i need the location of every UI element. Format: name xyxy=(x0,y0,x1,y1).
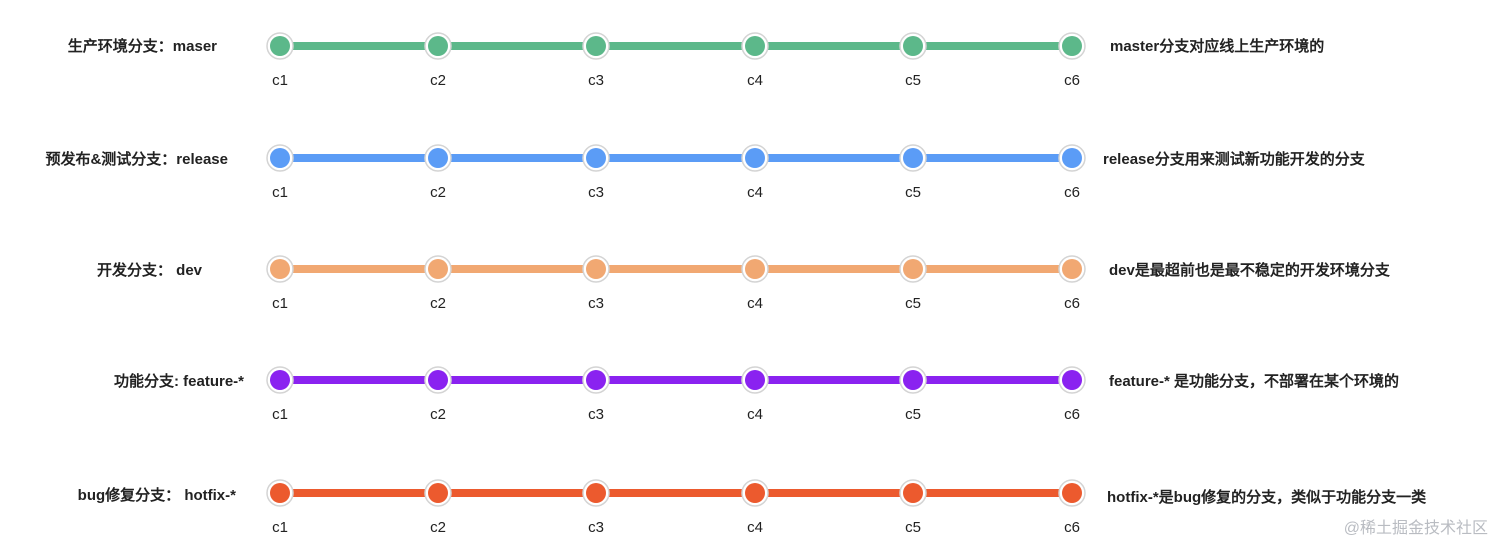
commit-label: c4 xyxy=(747,519,763,536)
commit-label: c2 xyxy=(430,406,446,423)
commit-label: c1 xyxy=(272,519,288,536)
commit-label: c6 xyxy=(1064,406,1080,423)
commit-label: c2 xyxy=(430,72,446,89)
commit-label: c4 xyxy=(747,72,763,89)
branch-desc-feature: feature-* 是功能分支，不部署在某个环境的 xyxy=(1109,373,1400,390)
commit-node xyxy=(903,36,923,56)
branch-desc-dev: dev是最超前也是最不稳定的开发环境分支 xyxy=(1109,262,1390,279)
commit-node xyxy=(1062,148,1082,168)
branch-label-hotfix: bug修复分支： hotfix-* xyxy=(77,487,236,504)
branch-desc-release: release分支用来测试新功能开发的分支 xyxy=(1103,151,1365,168)
commit-node xyxy=(270,259,290,279)
commit-node xyxy=(1062,483,1082,503)
commit-label: c4 xyxy=(747,406,763,423)
commit-node xyxy=(270,370,290,390)
commit-label: c4 xyxy=(747,295,763,312)
commit-label: c1 xyxy=(272,184,288,201)
commit-label: c3 xyxy=(588,72,604,89)
commit-node xyxy=(1062,370,1082,390)
commit-label: c3 xyxy=(588,295,604,312)
commit-node xyxy=(903,483,923,503)
branch-label-feature: 功能分支: feature-* xyxy=(113,373,244,390)
commit-label: c3 xyxy=(588,519,604,536)
commit-node xyxy=(586,483,606,503)
branch-desc-master: master分支对应线上生产环境的 xyxy=(1110,38,1325,55)
commit-node xyxy=(745,148,765,168)
commit-label: c2 xyxy=(430,295,446,312)
commit-node xyxy=(270,483,290,503)
commit-label: c3 xyxy=(588,406,604,423)
branch-lane-feature: c1 c2 c3 c4 c5 c6 xyxy=(266,366,1086,423)
branch-lane-master: c1 c2 c3 c4 c5 c6 xyxy=(266,32,1086,89)
commit-label: c6 xyxy=(1064,519,1080,536)
commit-node xyxy=(586,36,606,56)
commit-label: c5 xyxy=(905,406,921,423)
commit-node xyxy=(745,483,765,503)
commit-node xyxy=(586,259,606,279)
commit-label: c1 xyxy=(272,295,288,312)
commit-node xyxy=(1062,36,1082,56)
commit-label: c6 xyxy=(1064,72,1080,89)
commit-node xyxy=(745,259,765,279)
branch-lane-dev: c1 c2 c3 c4 c5 c6 xyxy=(266,255,1086,312)
branch-desc-hotfix: hotfix-*是bug修复的分支，类似于功能分支一类 xyxy=(1107,489,1427,506)
commit-node xyxy=(428,483,448,503)
commit-label: c2 xyxy=(430,184,446,201)
commit-node xyxy=(586,148,606,168)
watermark: @稀土掘金技术社区 xyxy=(1343,520,1488,537)
branch-label-master: 生产环境分支：maser xyxy=(67,38,217,55)
commit-node xyxy=(428,259,448,279)
commit-label: c5 xyxy=(905,519,921,536)
branch-lane-hotfix: c1 c2 c3 c4 c5 c6 xyxy=(266,479,1086,536)
commit-label: c3 xyxy=(588,184,604,201)
commit-label: c4 xyxy=(747,184,763,201)
commit-node xyxy=(745,370,765,390)
commit-node xyxy=(903,370,923,390)
commit-node xyxy=(270,36,290,56)
commit-label: c6 xyxy=(1064,184,1080,201)
commit-node xyxy=(428,36,448,56)
commit-node xyxy=(1062,259,1082,279)
commit-node xyxy=(428,148,448,168)
commit-label: c6 xyxy=(1064,295,1080,312)
commit-node xyxy=(903,148,923,168)
branch-label-dev: 开发分支： dev xyxy=(96,262,202,279)
branch-label-release: 预发布&测试分支：release xyxy=(45,151,228,168)
commit-node xyxy=(428,370,448,390)
branch-lane-release: c1 c2 c3 c4 c5 c6 xyxy=(266,144,1086,201)
commit-label: c5 xyxy=(905,295,921,312)
commit-label: c1 xyxy=(272,406,288,423)
commit-label: c1 xyxy=(272,72,288,89)
commit-label: c5 xyxy=(905,184,921,201)
commit-label: c5 xyxy=(905,72,921,89)
commit-label: c2 xyxy=(430,519,446,536)
commit-node xyxy=(586,370,606,390)
commit-node xyxy=(745,36,765,56)
commit-node xyxy=(270,148,290,168)
commit-node xyxy=(903,259,923,279)
